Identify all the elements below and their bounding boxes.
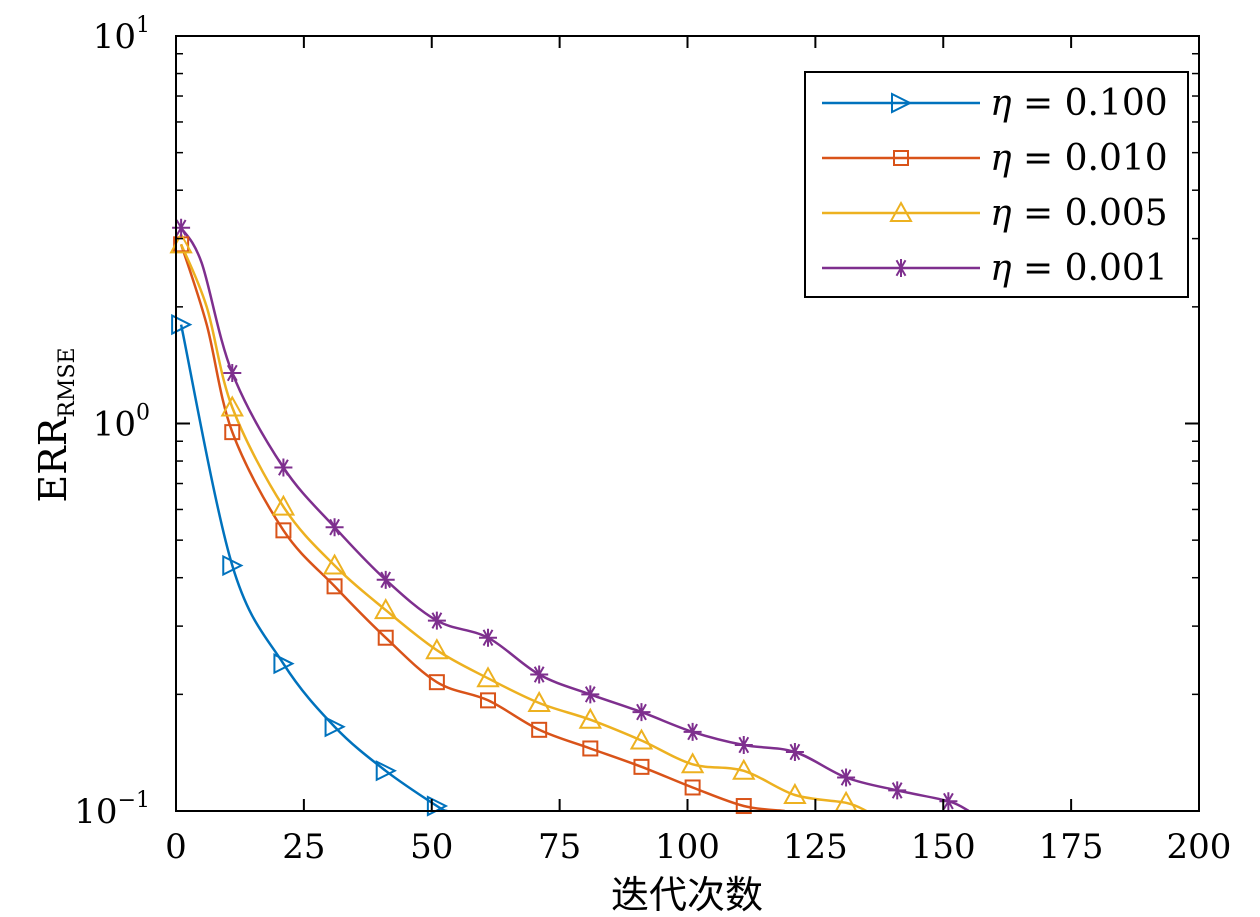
x-tick-label: 25 <box>282 827 325 867</box>
series-1-marker-3 <box>326 578 343 595</box>
series-1-line <box>179 243 785 811</box>
ticks-layer <box>175 35 1200 812</box>
legend-marker-2 <box>889 200 913 222</box>
x-tick-label: 0 <box>165 827 187 867</box>
y-tick-base: 10 <box>74 792 117 832</box>
series-3-marker-15 <box>939 792 958 811</box>
legend-marker-1 <box>893 150 909 166</box>
series-3-marker-1 <box>223 363 242 382</box>
series-3-marker-9 <box>632 703 651 722</box>
series-3-marker-6 <box>479 628 497 647</box>
y-tick-label: 100 <box>93 401 150 445</box>
legend-value: = 0.005 <box>1012 193 1168 234</box>
legend-marker-3 <box>892 259 910 277</box>
series-2-marker-2 <box>271 494 296 516</box>
x-tick-label: 150 <box>911 827 976 867</box>
x-tick-label: 125 <box>783 827 848 867</box>
x-tick-label: 200 <box>1167 827 1232 867</box>
x-tick-label: 50 <box>410 827 453 867</box>
legend-eta: η <box>990 248 1012 289</box>
legend-eta: η <box>990 138 1012 179</box>
x-tick-label: 175 <box>1039 827 1104 867</box>
series-0-marker-1 <box>222 554 244 577</box>
series-3-marker-8 <box>581 685 600 704</box>
series-0-line <box>179 324 448 811</box>
series-3-marker-11 <box>734 736 753 755</box>
series-layer <box>179 227 970 811</box>
marker-layer <box>169 218 958 817</box>
x-tick-label: 100 <box>655 827 720 867</box>
legend-eta: η <box>990 83 1012 124</box>
series-2-marker-1 <box>220 395 244 417</box>
series-2-marker-9 <box>629 728 654 750</box>
series-2-marker-12 <box>783 782 807 804</box>
series-3-marker-12 <box>785 742 804 761</box>
series-2-marker-10 <box>680 752 705 774</box>
legend-value: = 0.100 <box>1012 83 1168 124</box>
series-1-marker-4 <box>377 629 394 646</box>
series-0-marker-4 <box>375 760 397 782</box>
y-tick-exponent: 0 <box>136 401 150 426</box>
series-2-marker-3 <box>322 553 347 575</box>
y-tick-label: 10−1 <box>74 788 150 832</box>
series-2-marker-7 <box>527 690 551 712</box>
series-2-marker-8 <box>578 707 603 729</box>
series-3-marker-0 <box>172 218 191 237</box>
legend-marker-0 <box>891 92 913 114</box>
legend-label-1: η = 0.010 <box>990 138 1168 179</box>
legend-label-2: η = 0.005 <box>990 193 1168 234</box>
series-3-marker-3 <box>325 518 344 537</box>
series-2-marker-6 <box>476 666 500 688</box>
series-3-marker-13 <box>837 768 856 787</box>
x-axis-title: 迭代次数 <box>611 873 763 917</box>
series-0-marker-2 <box>273 653 295 675</box>
series-1-marker-5 <box>428 674 445 691</box>
legend-eta: η <box>990 193 1012 234</box>
y-axis-title-main: ERR <box>31 416 75 502</box>
y-axis-title-subscript: RMSE <box>55 347 80 417</box>
legend-value: = 0.001 <box>1012 248 1168 289</box>
x-tick-label: 75 <box>538 827 581 867</box>
series-1-marker-6 <box>480 692 497 709</box>
series-1-marker-1 <box>224 424 241 441</box>
series-2-marker-11 <box>732 758 756 780</box>
series-2-marker-5 <box>425 638 449 660</box>
series-1-marker-10 <box>684 779 701 796</box>
series-2-marker-4 <box>374 598 398 620</box>
series-0-marker-0 <box>171 313 193 336</box>
series-1-marker-7 <box>531 721 548 738</box>
series-1-marker-9 <box>633 758 650 775</box>
series-1-marker-2 <box>275 522 292 539</box>
series-3-marker-5 <box>427 611 446 630</box>
series-1-marker-11 <box>735 798 752 815</box>
series-1-marker-8 <box>582 740 599 757</box>
legend-value: = 0.010 <box>1012 138 1168 179</box>
y-tick-base: 10 <box>93 405 136 445</box>
legend-box <box>804 71 1189 298</box>
series-3-marker-14 <box>888 781 907 800</box>
y-tick-exponent: −1 <box>118 788 150 813</box>
y-tick-label: 101 <box>93 13 150 57</box>
y-tick-exponent: 1 <box>136 13 150 38</box>
series-3-line <box>180 227 970 811</box>
legend-label-0: η = 0.100 <box>990 83 1168 124</box>
series-3-marker-10 <box>683 722 702 741</box>
y-axis-title: ERRRMSE <box>31 347 80 502</box>
series-0-marker-3 <box>324 716 346 738</box>
series-3-marker-4 <box>376 570 395 589</box>
y-tick-base: 10 <box>93 17 136 57</box>
legend-label-3: η = 0.001 <box>990 248 1168 289</box>
series-3-marker-7 <box>530 665 549 684</box>
series-2-line <box>179 243 868 811</box>
series-3-marker-2 <box>274 458 293 477</box>
